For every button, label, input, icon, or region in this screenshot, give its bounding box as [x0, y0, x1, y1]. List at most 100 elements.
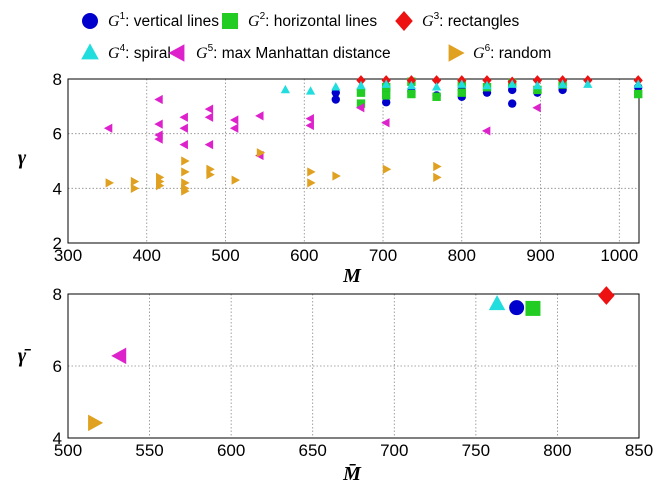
bottom-x-tick-label: 600	[217, 441, 245, 460]
bottom-point-g1	[509, 300, 525, 316]
legend-label-g4: G4: spiral	[108, 43, 171, 62]
top-point-g2	[356, 88, 366, 97]
top-point-g6	[181, 186, 190, 196]
legend-item-g5: G5: max Manhattan distance	[168, 43, 391, 62]
top-point-g1	[331, 95, 340, 104]
top-point-g2	[432, 92, 441, 101]
top-point-g5	[154, 94, 163, 105]
top-point-g6	[382, 164, 392, 174]
bottom-y-ticks: 4 6 8	[53, 285, 62, 448]
top-x-tick-label: 700	[369, 246, 397, 265]
bottom-y-axis-label: γ̄	[18, 345, 31, 367]
top-point-g4	[280, 84, 290, 94]
top-point-g6	[307, 167, 316, 177]
top-point-g2	[356, 99, 366, 108]
top-x-tick-label: 400	[133, 246, 161, 265]
bottom-point-g6	[88, 414, 104, 432]
top-x-tick-label: 500	[211, 246, 239, 265]
top-point-g5	[255, 111, 264, 121]
top-point-g1	[331, 88, 340, 97]
bottom-x-tick-label: 850	[625, 441, 653, 460]
top-point-g3	[532, 75, 543, 86]
top-point-g6	[105, 178, 114, 188]
top-grid	[67, 78, 639, 244]
legend-label-g5: G5: max Manhattan distance	[196, 43, 391, 62]
top-x-tick-label: 900	[526, 246, 554, 265]
top-point-g5	[179, 123, 188, 133]
top-point-g3	[431, 75, 442, 86]
bottom-point-g4	[488, 295, 506, 311]
bottom-x-ticks: 500 550 600 650 700 750 800 850	[54, 441, 653, 460]
legend-item-g3: G3: rectangles	[395, 11, 520, 31]
bottom-x-tick-label: 700	[380, 441, 408, 460]
top-point-g6	[433, 161, 442, 172]
top-point-g5	[204, 104, 214, 114]
top-point-g3	[482, 75, 492, 86]
bottom-x-tick-label: 800	[543, 441, 571, 460]
top-point-g5	[532, 103, 541, 113]
top-point-g5	[103, 123, 113, 133]
bottom-point-g5	[111, 347, 127, 365]
bottom-x-tick-label: 550	[135, 441, 163, 460]
legend-label-g3: G3: rectangles	[422, 11, 520, 30]
bottom-y-tick-label: 6	[53, 357, 62, 376]
top-point-g5	[204, 112, 214, 122]
top-point-g5	[229, 123, 239, 133]
top-x-tick-label: 800	[448, 246, 476, 265]
top-point-g6	[231, 175, 241, 185]
legend-marker-g3	[395, 11, 413, 31]
top-point-g6	[332, 171, 341, 181]
top-point-g2	[634, 89, 643, 99]
top-y-ticks: 2 4 6 8	[53, 70, 62, 253]
top-point-g6	[181, 167, 190, 177]
top-point-g6	[433, 172, 442, 183]
legend-marker-g5	[168, 44, 185, 62]
legend-marker-g2	[222, 13, 238, 29]
top-y-tick-label: 2	[53, 234, 62, 253]
bottom-point-g3	[598, 286, 615, 305]
top-y-tick-label: 8	[53, 70, 62, 89]
legend-marker-g6	[448, 44, 465, 62]
top-point-g2	[381, 91, 391, 100]
top-point-g6	[256, 148, 266, 158]
top-point-g1	[381, 98, 391, 107]
bottom-plot-frame	[67, 293, 640, 439]
top-x-tick-label: 300	[54, 246, 82, 265]
top-point-g4	[482, 80, 492, 90]
top-point-g1	[507, 85, 517, 95]
top-point-g2	[457, 88, 466, 97]
top-y-axis-label: γ	[18, 147, 27, 169]
top-point-g4	[305, 86, 316, 95]
top-point-g5	[154, 134, 163, 144]
legend-marker-g4	[81, 43, 99, 60]
top-point-g4	[507, 79, 517, 88]
top-point-g4	[633, 79, 643, 88]
top-data-points	[103, 75, 643, 196]
legend-marker-g1	[82, 13, 98, 29]
top-x-axis-label: M	[342, 265, 362, 287]
bottom-x-tick-label: 650	[299, 441, 327, 460]
top-point-g5	[305, 114, 314, 124]
top-point-g4	[532, 80, 543, 90]
top-point-g5	[179, 112, 188, 122]
top-point-g5	[381, 118, 390, 128]
top-point-g5	[154, 119, 163, 129]
top-point-g6	[156, 180, 165, 191]
top-point-g5	[355, 103, 365, 113]
top-point-g5	[481, 126, 491, 136]
legend-label-g6: G6: random	[473, 43, 551, 62]
top-point-g2	[533, 85, 542, 95]
bottom-data-points	[88, 286, 615, 432]
top-point-g6	[206, 170, 215, 180]
bottom-x-axis-label: M̄	[342, 463, 362, 485]
legend-item-g1: G1: vertical lines	[82, 11, 219, 30]
bottom-point-g2	[525, 300, 541, 316]
legend-item-g6: G6: random	[448, 43, 551, 62]
top-x-ticks: 300 400 500 600 700 800 900 1000	[54, 246, 638, 265]
top-point-g5	[204, 139, 214, 150]
bottom-x-tick-label: 750	[462, 441, 490, 460]
bottom-x-tick-label: 500	[54, 441, 82, 460]
top-point-g4	[406, 80, 417, 90]
top-point-g4	[457, 79, 467, 88]
